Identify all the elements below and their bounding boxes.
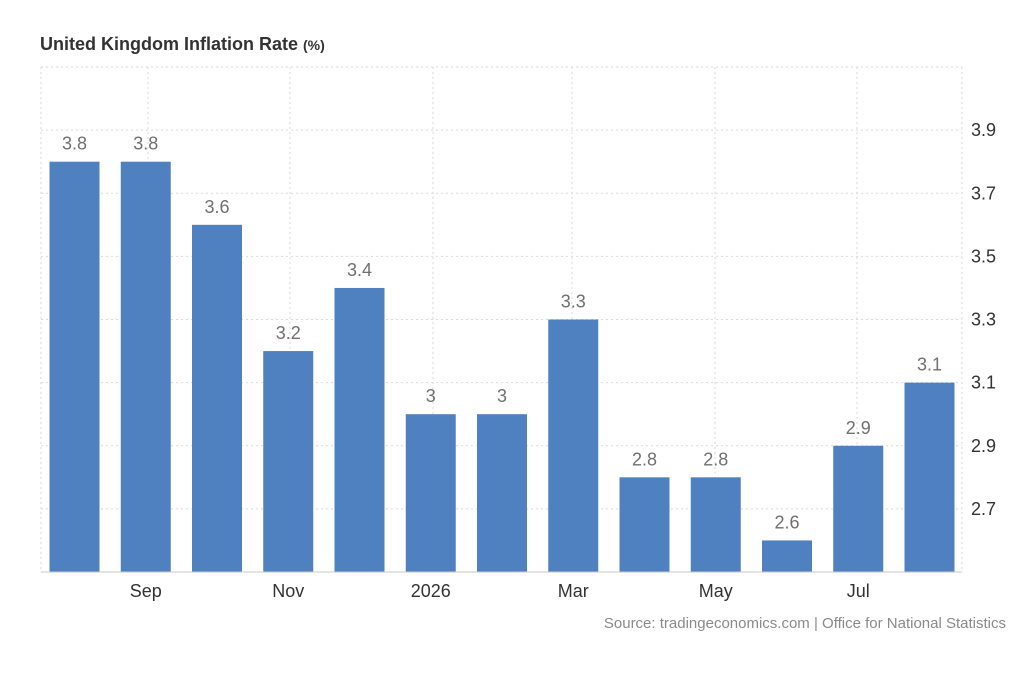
- bar: [762, 540, 812, 572]
- data-label: 2.8: [632, 449, 657, 469]
- bar: [477, 414, 527, 572]
- bar: [49, 161, 100, 572]
- data-label: 3.4: [347, 260, 372, 280]
- bar: [263, 351, 314, 572]
- x-tick-label: Mar: [558, 581, 589, 601]
- data-label: 3.1: [917, 355, 942, 375]
- y-tick-label: 2.9: [971, 436, 996, 456]
- x-tick-label: 2026: [411, 581, 451, 601]
- y-tick-label: 3.7: [971, 183, 996, 203]
- bar: [548, 319, 599, 572]
- bar: [833, 445, 884, 572]
- bar: [120, 161, 171, 572]
- bar: [334, 287, 385, 572]
- data-label: 3.2: [276, 323, 301, 343]
- x-tick-label: Sep: [130, 581, 162, 601]
- data-label: 2.6: [774, 512, 799, 532]
- y-tick-label: 2.7: [971, 499, 996, 519]
- bar: [619, 477, 670, 572]
- y-tick-label: 3.1: [971, 373, 996, 393]
- bar: [690, 477, 741, 572]
- data-label: 2.9: [846, 418, 871, 438]
- data-label: 3: [497, 386, 507, 406]
- y-tick-label: 3.5: [971, 246, 996, 266]
- data-label: 2.8: [703, 449, 728, 469]
- bar: [405, 414, 456, 572]
- x-tick-label: Nov: [272, 581, 304, 601]
- data-label: 3.8: [133, 134, 158, 154]
- data-label: 3: [426, 386, 436, 406]
- source-note: Source: tradingeconomics.com | Office fo…: [603, 615, 1006, 632]
- chart-title-text: United Kingdom Inflation Rate: [40, 34, 298, 54]
- y-tick-label: 3.3: [971, 310, 996, 330]
- data-label: 3.8: [62, 134, 87, 154]
- x-tick-label: Jul: [847, 581, 870, 601]
- y-tick-label: 3.9: [971, 120, 996, 140]
- bar: [192, 224, 242, 572]
- data-label: 3.3: [561, 292, 586, 312]
- chart-title: United Kingdom Inflation Rate (%): [40, 34, 325, 55]
- chart-title-unit: (%): [303, 37, 325, 53]
- x-tick-label: May: [699, 581, 733, 601]
- bar: [904, 382, 955, 572]
- data-label: 3.6: [204, 197, 229, 217]
